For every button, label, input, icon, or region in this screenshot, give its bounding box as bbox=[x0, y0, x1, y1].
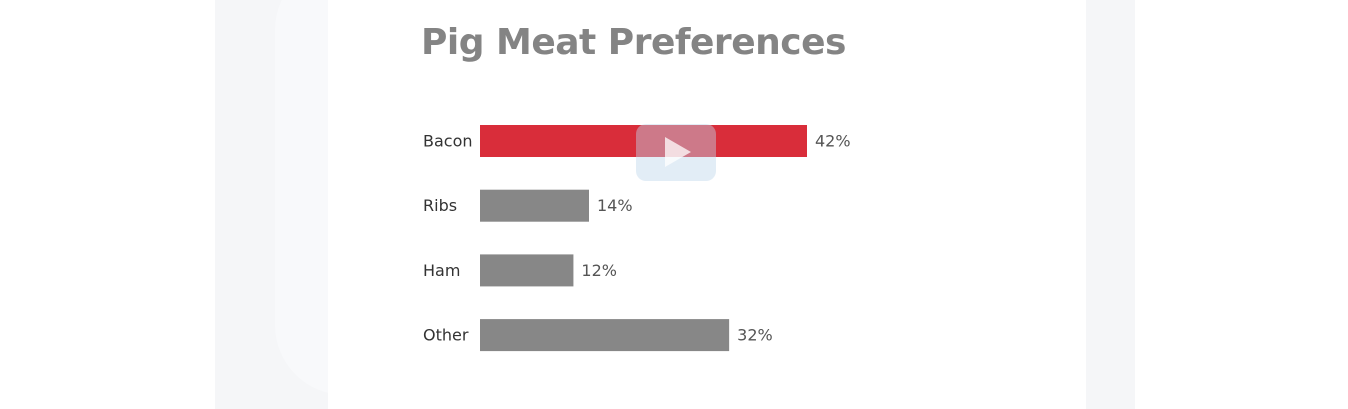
chart-title: Pig Meat Preferences bbox=[421, 22, 846, 63]
category-label: Other bbox=[423, 326, 469, 345]
bar-group-bacon: Bacon 42% bbox=[423, 125, 851, 157]
bar-group-ribs: Ribs 14% bbox=[423, 189, 633, 222]
category-label: Bacon bbox=[423, 132, 473, 151]
play-icon bbox=[665, 137, 691, 167]
category-label: Ribs bbox=[423, 196, 457, 215]
value-label: 14% bbox=[597, 196, 633, 215]
bar-other bbox=[480, 319, 730, 352]
bar-ribs bbox=[480, 189, 589, 222]
bar-bacon bbox=[480, 125, 807, 157]
value-label: 42% bbox=[815, 132, 851, 151]
bar-group-ham: Ham 12% bbox=[423, 254, 617, 287]
bar-ham bbox=[480, 254, 574, 287]
play-button[interactable] bbox=[636, 124, 716, 181]
value-label: 12% bbox=[581, 261, 617, 280]
category-label: Ham bbox=[423, 261, 460, 280]
bar-group-other: Other 32% bbox=[423, 319, 773, 352]
value-label: 32% bbox=[737, 326, 773, 345]
